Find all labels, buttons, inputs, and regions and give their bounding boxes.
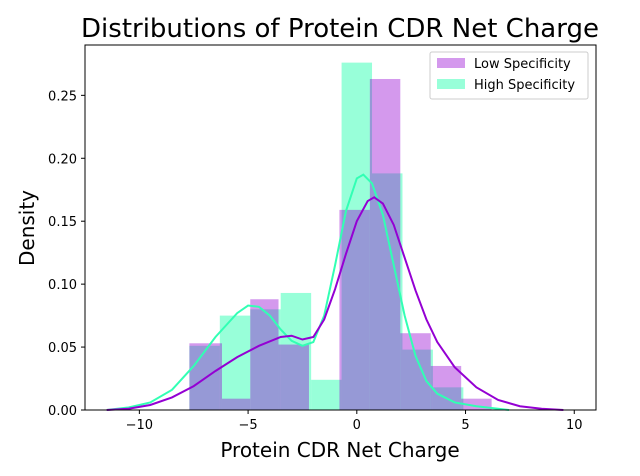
histogram-bar bbox=[461, 398, 492, 410]
histogram-bar bbox=[278, 344, 309, 410]
histogram-bar bbox=[311, 379, 342, 410]
y-tick-label: 0.25 bbox=[48, 89, 77, 104]
legend-swatch bbox=[437, 58, 465, 68]
kde-curve bbox=[106, 173, 510, 411]
histogram-bar bbox=[280, 292, 312, 410]
legend-label: Low Specificity bbox=[474, 57, 571, 72]
x-tick-label: 5 bbox=[461, 418, 469, 433]
histogram-bar bbox=[400, 333, 431, 410]
histogram-bar bbox=[250, 299, 279, 410]
legend-swatch bbox=[437, 79, 465, 89]
plot-area bbox=[106, 62, 564, 411]
x-axis-title: Protein CDR Net Charge bbox=[220, 438, 459, 462]
legend: Low Specificity High Specificity bbox=[429, 51, 589, 100]
histogram-bar bbox=[250, 309, 281, 410]
x-tick-label: −5 bbox=[238, 418, 257, 433]
x-tick-label: −10 bbox=[126, 418, 153, 433]
x-axis: −10 −5 0 5 10 bbox=[126, 410, 583, 433]
histogram-bar bbox=[219, 315, 251, 410]
histogram-bar bbox=[339, 209, 370, 410]
chart-title: Distributions of Protein CDR Net Charge bbox=[81, 14, 599, 44]
y-axis-title: Density bbox=[15, 190, 39, 266]
y-tick-label: 0.15 bbox=[48, 215, 77, 230]
histogram-bar bbox=[341, 62, 373, 410]
histogram-bar bbox=[369, 78, 401, 410]
legend-box bbox=[429, 51, 589, 100]
plot-frame bbox=[84, 44, 597, 411]
legend-label: High Specificity bbox=[474, 78, 575, 93]
kde-curve bbox=[106, 196, 564, 411]
y-tick-label: 0.00 bbox=[48, 404, 77, 419]
x-tick-label: 0 bbox=[353, 418, 361, 433]
y-tick-label: 0.05 bbox=[48, 341, 77, 356]
y-tick-label: 0.10 bbox=[48, 278, 77, 293]
y-axis: 0.00 0.05 0.10 0.15 0.20 0.25 bbox=[48, 89, 85, 419]
y-tick-label: 0.20 bbox=[48, 152, 77, 167]
histogram-bar bbox=[221, 398, 251, 410]
x-tick-label: 10 bbox=[566, 418, 583, 433]
